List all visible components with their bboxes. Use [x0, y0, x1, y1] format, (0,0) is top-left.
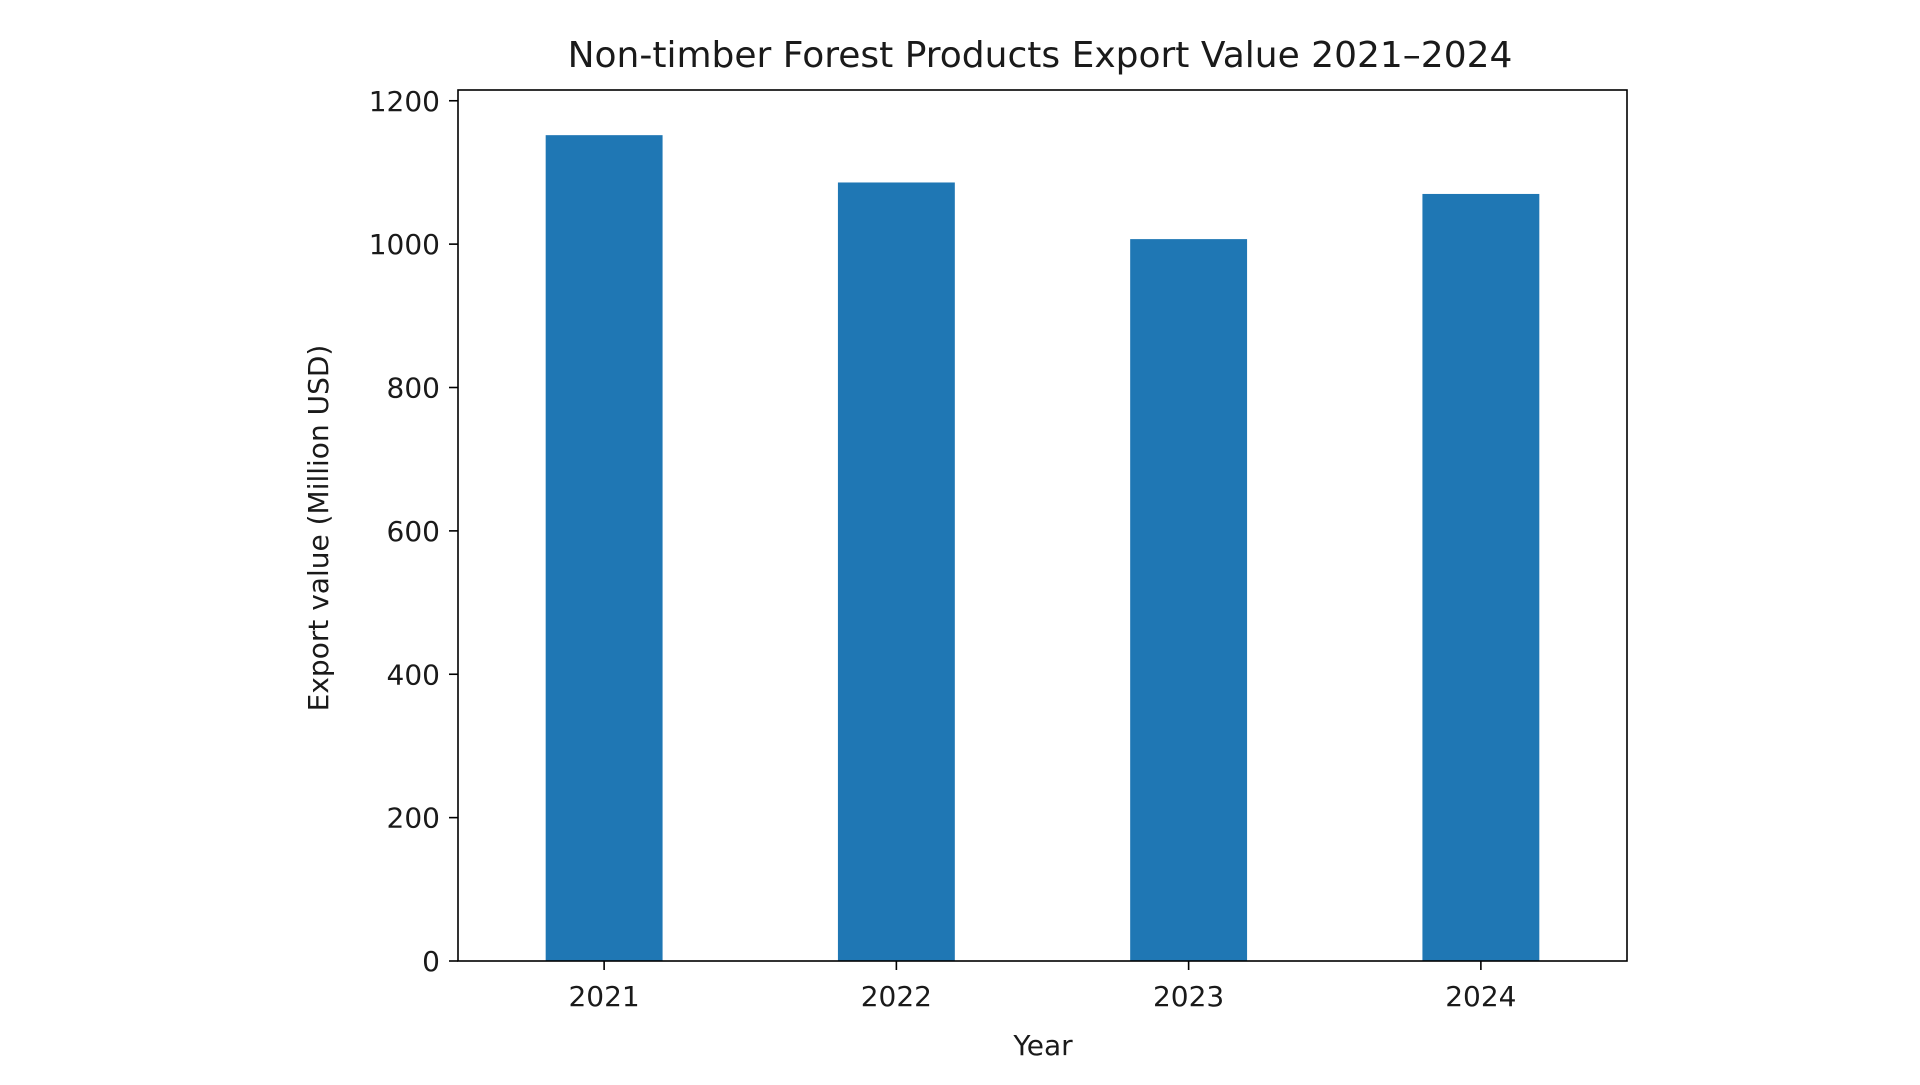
x-axis-label: Year [1012, 1029, 1073, 1062]
y-tick-label: 0 [422, 945, 440, 978]
plot-frame [457, 89, 1628, 962]
bar-2023 [1130, 239, 1248, 961]
x-tick-label: 2024 [1445, 980, 1516, 1013]
y-axis: 0 200 400 600 800 1000 1200 [369, 85, 458, 978]
chart-title: Non-timber Forest Products Export Value … [568, 35, 1513, 76]
x-axis: 2021 2022 2023 2024 [568, 961, 1517, 1013]
y-tick-label: 200 [387, 802, 440, 835]
y-tick-label: 1200 [369, 85, 440, 118]
x-tick-label: 2022 [861, 980, 932, 1013]
x-tick-label: 2021 [568, 980, 639, 1013]
y-tick-label: 1000 [369, 228, 440, 261]
y-tick-label: 600 [387, 515, 440, 548]
y-axis-label: Export value (Million USD) [302, 345, 335, 712]
x-tick-label: 2023 [1153, 980, 1224, 1013]
y-tick-label: 800 [387, 372, 440, 405]
bar-2022 [837, 182, 955, 961]
bar-2024 [1422, 193, 1540, 961]
bar-2021 [545, 135, 663, 961]
y-tick-label: 400 [387, 658, 440, 691]
bars-layer [545, 135, 1540, 961]
